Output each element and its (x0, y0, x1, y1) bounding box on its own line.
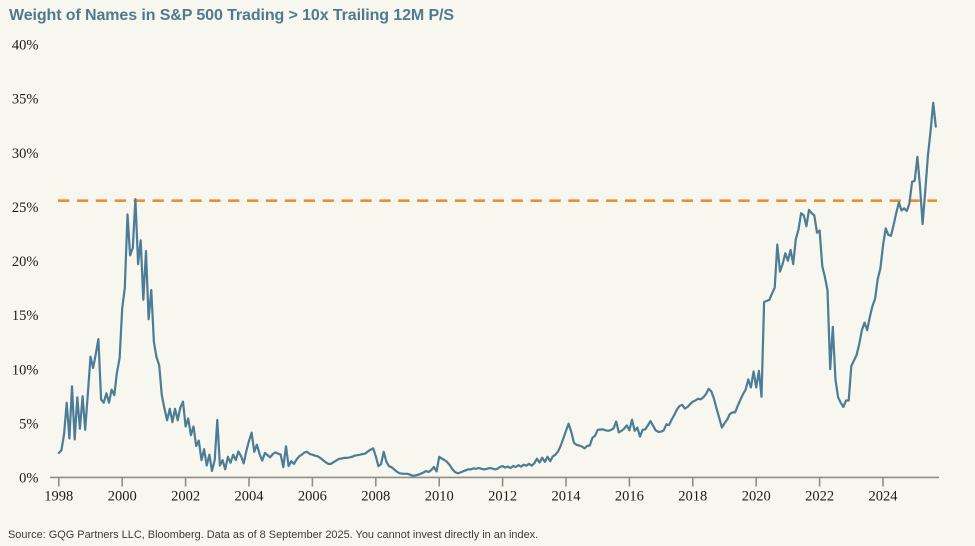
svg-text:30%: 30% (12, 146, 39, 162)
svg-text:5%: 5% (19, 417, 38, 433)
svg-text:40%: 40% (12, 38, 39, 54)
svg-text:2022: 2022 (805, 489, 834, 505)
svg-text:35%: 35% (12, 92, 39, 108)
svg-text:2008: 2008 (361, 489, 390, 505)
svg-text:20%: 20% (12, 254, 39, 270)
svg-text:2002: 2002 (171, 489, 200, 505)
svg-text:2006: 2006 (298, 489, 327, 505)
svg-text:10%: 10% (12, 362, 39, 378)
svg-text:2010: 2010 (425, 489, 454, 505)
svg-text:2014: 2014 (552, 489, 582, 505)
svg-text:1998: 1998 (44, 489, 73, 505)
svg-text:2012: 2012 (488, 489, 517, 505)
svg-text:2018: 2018 (678, 489, 707, 505)
svg-text:25%: 25% (12, 200, 39, 216)
svg-text:2020: 2020 (742, 489, 771, 505)
svg-text:2004: 2004 (235, 489, 265, 505)
svg-text:0%: 0% (19, 471, 38, 487)
svg-text:15%: 15% (12, 308, 39, 324)
svg-text:2024: 2024 (869, 489, 899, 505)
svg-text:2000: 2000 (108, 489, 137, 505)
svg-text:2016: 2016 (615, 489, 644, 505)
